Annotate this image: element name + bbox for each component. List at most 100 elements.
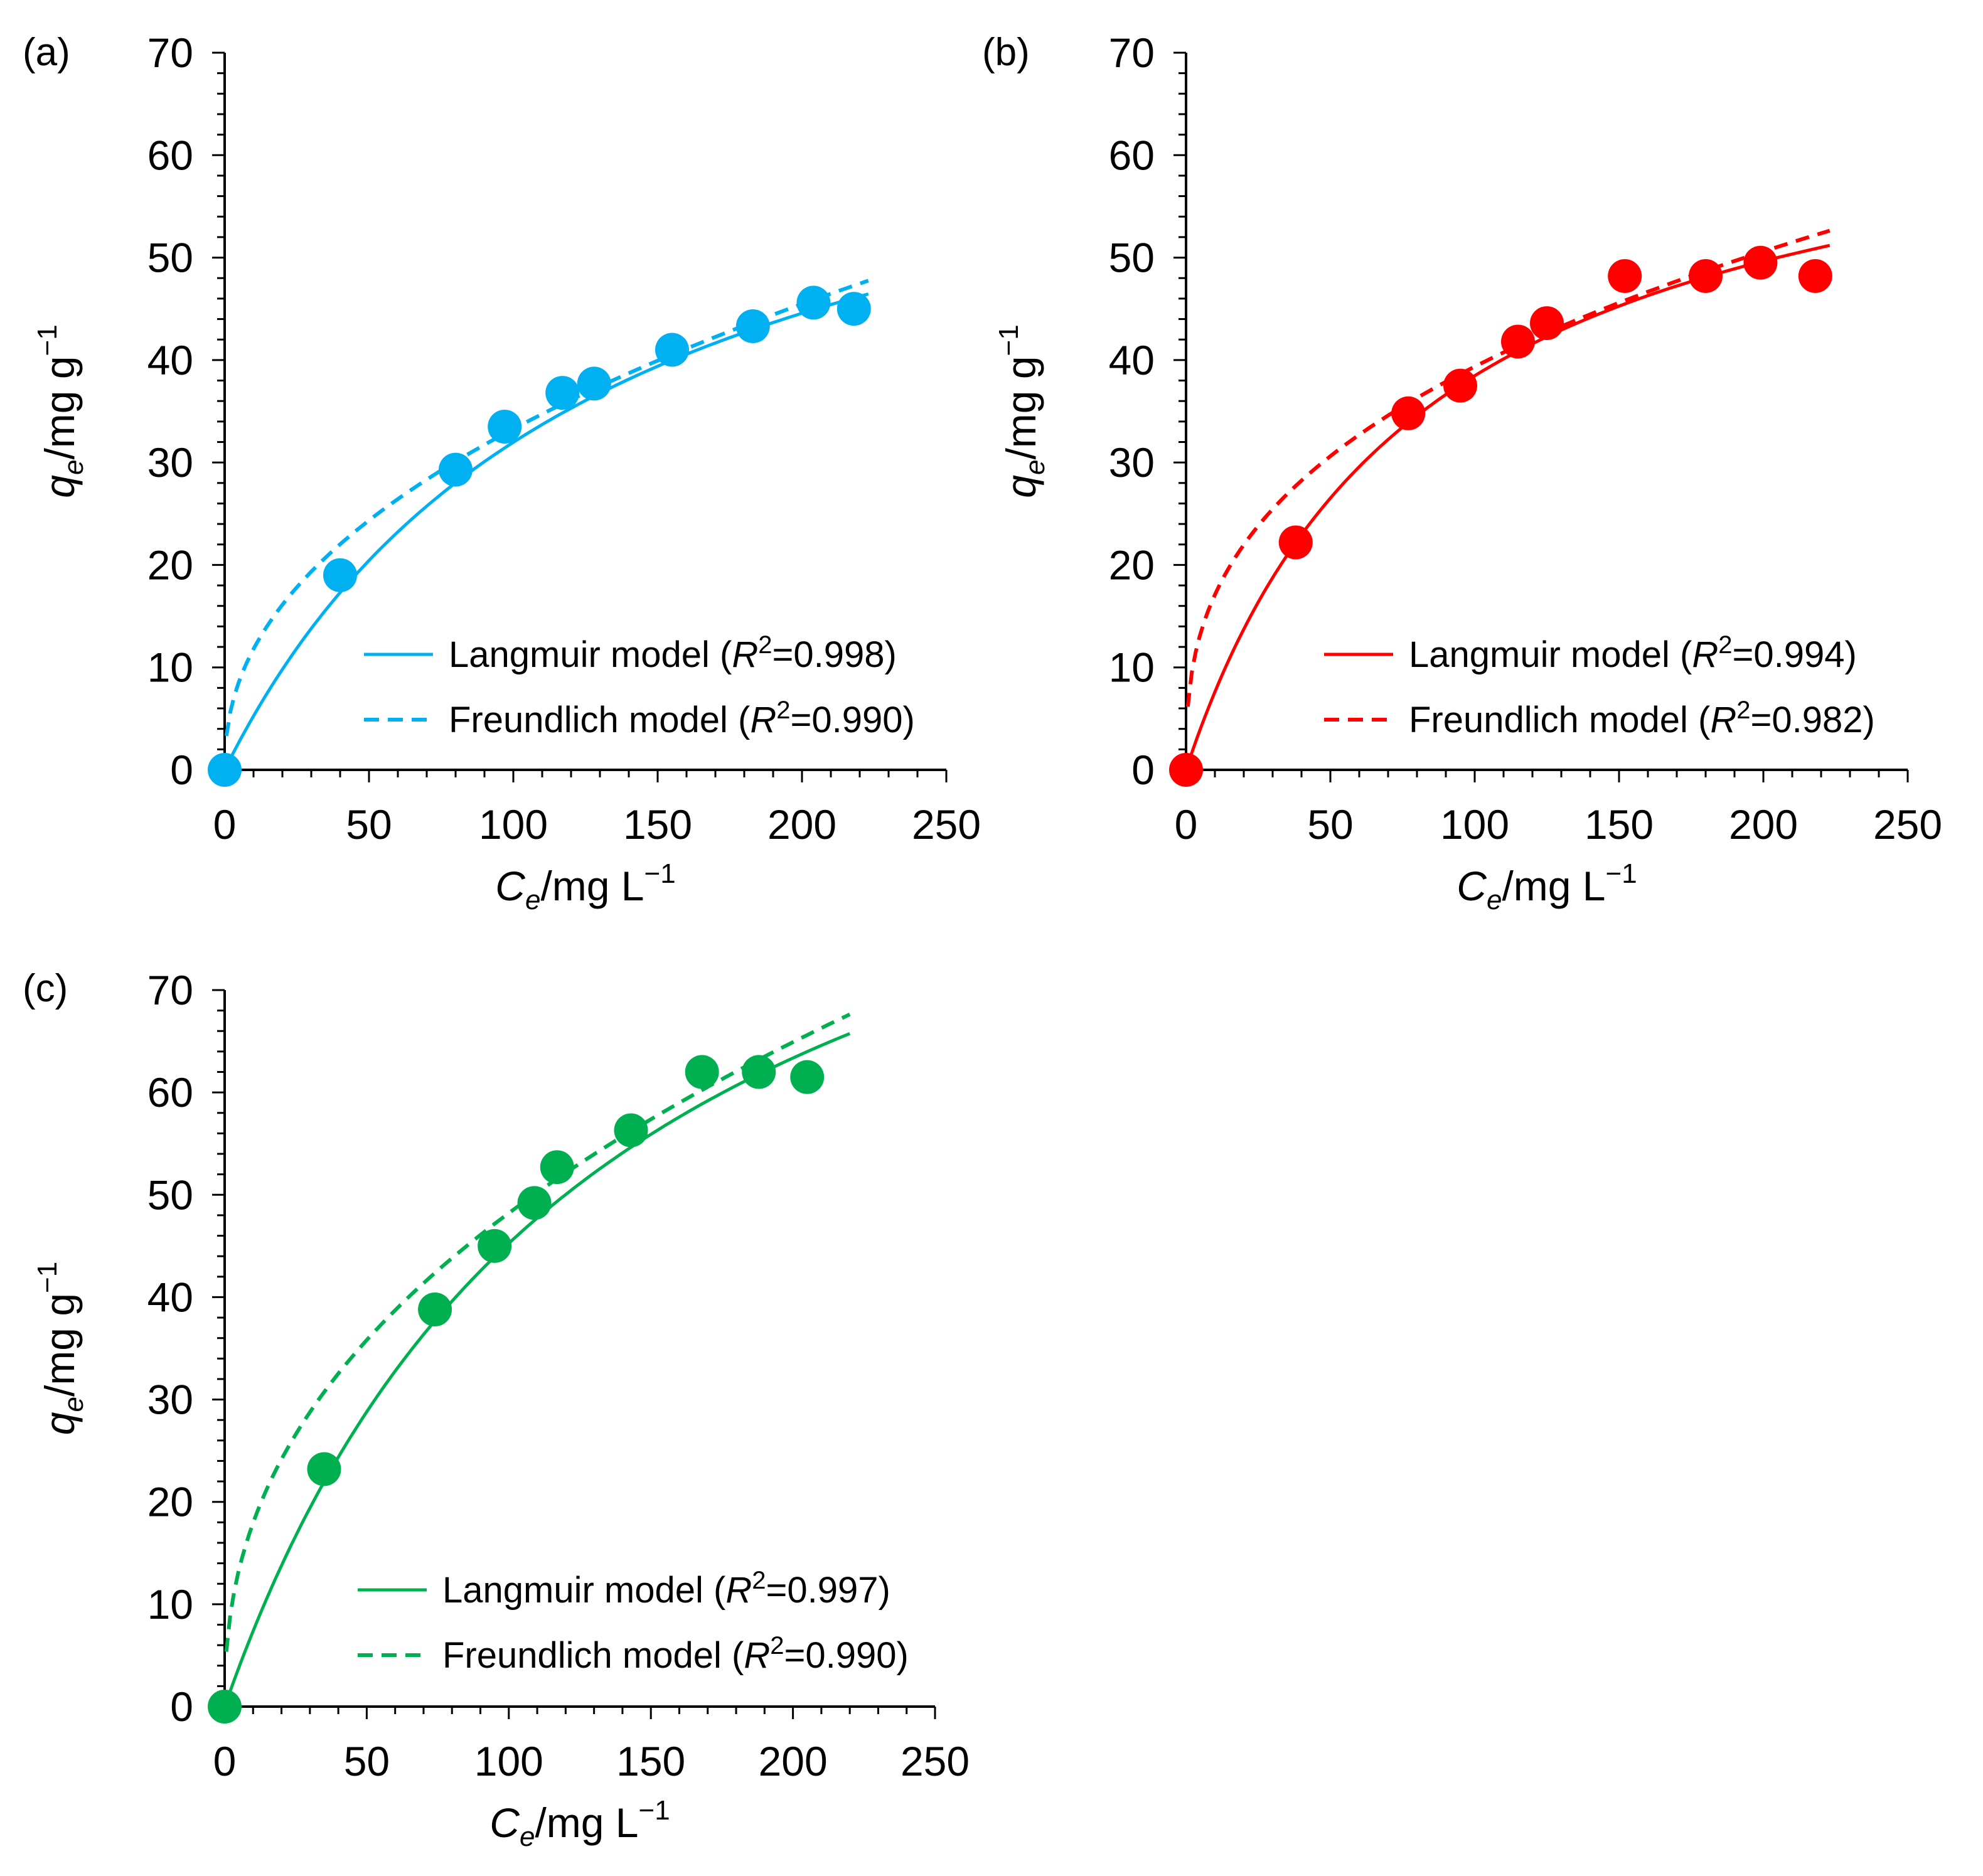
y-tick-label: 30 bbox=[1109, 439, 1155, 486]
x-tick-label: 150 bbox=[616, 1738, 685, 1784]
data-point bbox=[836, 292, 871, 326]
data-point bbox=[540, 1150, 574, 1185]
data-point bbox=[1608, 258, 1642, 293]
data-point bbox=[1391, 396, 1426, 430]
data-point bbox=[1443, 368, 1477, 403]
y-tick-label: 40 bbox=[147, 1274, 193, 1320]
legend-label-freundlich: Freundlich model (R2=0.990) bbox=[449, 696, 915, 740]
y-tick-label: 70 bbox=[147, 967, 193, 1013]
legend-label-text: Freundlich model ( bbox=[442, 1635, 744, 1676]
legend-r-superscript: 2 bbox=[758, 631, 772, 659]
data-point bbox=[1169, 753, 1203, 787]
data-point bbox=[1501, 324, 1535, 359]
legend-r-value: =0.990) bbox=[790, 700, 914, 740]
y-tick-label: 20 bbox=[147, 1479, 193, 1525]
y-tick-label: 50 bbox=[1109, 235, 1155, 281]
x-axis-title: Ce/mg L−1 bbox=[1457, 858, 1637, 915]
x-tick-label: 100 bbox=[479, 801, 548, 848]
x-tick-label: 200 bbox=[1729, 801, 1798, 848]
panel-label: (b) bbox=[982, 31, 1030, 74]
data-point bbox=[323, 558, 357, 592]
y-tick-label: 30 bbox=[147, 1377, 193, 1423]
legend-r-value: =0.994) bbox=[1732, 634, 1856, 675]
data-point bbox=[1278, 525, 1313, 560]
x-tick-label: 50 bbox=[1307, 801, 1353, 848]
chart-panel-3: (c) 0 10 20 30 40 50 60 70 0 50 100 150 200 250 Ce/mg L… bbox=[23, 967, 970, 1852]
legend-r-value: =0.990) bbox=[784, 1635, 908, 1676]
legend-label-text: Langmuir model ( bbox=[1409, 634, 1692, 675]
y-axis-superscript: −1 bbox=[32, 1262, 63, 1293]
x-tick-label: 50 bbox=[346, 801, 392, 848]
legend-label-freundlich: Freundlich model (R2=0.990) bbox=[442, 1632, 909, 1676]
x-axis-title: Ce/mg L−1 bbox=[495, 858, 675, 915]
data-point bbox=[478, 1228, 512, 1263]
x-axis-superscript: −1 bbox=[644, 858, 676, 889]
y-axis-symbol: q bbox=[36, 475, 83, 498]
y-axis-superscript: −1 bbox=[993, 324, 1024, 356]
legend-r-value: =0.982) bbox=[1750, 700, 1874, 740]
data-point bbox=[208, 753, 242, 787]
y-tick-label: 40 bbox=[147, 337, 193, 383]
legend-r-superscript: 2 bbox=[776, 696, 790, 724]
x-tick-label: 250 bbox=[912, 801, 981, 848]
data-point bbox=[208, 1690, 242, 1724]
legend-r-value: =0.997) bbox=[766, 1570, 890, 1611]
x-tick-label: 250 bbox=[1873, 801, 1942, 848]
legend-r-symbol: R bbox=[744, 1635, 770, 1676]
y-tick-label: 60 bbox=[147, 132, 193, 178]
y-axis-unit: /mg g bbox=[36, 356, 83, 459]
legend-r-symbol: R bbox=[725, 1570, 752, 1611]
y-axis-unit: /mg g bbox=[36, 1293, 83, 1397]
data-point bbox=[577, 366, 611, 401]
x-tick-label: 0 bbox=[213, 1738, 237, 1784]
y-axis-title: qe/mg g−1 bbox=[993, 324, 1050, 498]
panel-label: (a) bbox=[23, 31, 70, 74]
y-tick-label: 10 bbox=[147, 1581, 193, 1628]
x-axis-unit: /mg L bbox=[540, 863, 644, 909]
data-point bbox=[1743, 245, 1778, 280]
y-tick-label: 20 bbox=[1109, 541, 1155, 588]
x-tick-label: 100 bbox=[474, 1738, 543, 1784]
x-axis-superscript: −1 bbox=[1606, 858, 1637, 889]
x-tick-label: 250 bbox=[901, 1738, 970, 1784]
x-tick-label: 200 bbox=[759, 1738, 828, 1784]
freundlich-fit-curve bbox=[224, 1012, 851, 1652]
y-axis-symbol: q bbox=[36, 1412, 83, 1435]
legend-label-langmuir: Langmuir model (R2=0.998) bbox=[449, 631, 897, 675]
y-tick-label: 70 bbox=[1109, 29, 1155, 76]
x-tick-label: 150 bbox=[1585, 801, 1654, 848]
legend-r-symbol: R bbox=[750, 700, 776, 740]
langmuir-fit-curve bbox=[1184, 243, 1831, 770]
legend-label-langmuir: Langmuir model (R2=0.997) bbox=[442, 1567, 890, 1611]
data-point bbox=[517, 1186, 552, 1220]
legend-r-superscript: 2 bbox=[770, 1632, 784, 1660]
legend-label-text: Langmuir model ( bbox=[449, 634, 732, 675]
chart-panel-1: (a) 0 10 20 30 40 50 60 70 0 50 100 150 200 250 Ce/mg L… bbox=[23, 29, 981, 915]
x-axis-superscript: −1 bbox=[639, 1795, 670, 1826]
x-axis-title: Ce/mg L−1 bbox=[489, 1795, 670, 1852]
panel-label: (c) bbox=[23, 967, 68, 1010]
x-axis-subscript: e bbox=[525, 885, 540, 915]
y-tick-label: 50 bbox=[147, 235, 193, 281]
y-tick-label: 60 bbox=[147, 1069, 193, 1116]
legend-label-freundlich: Freundlich model (R2=0.982) bbox=[1409, 696, 1875, 740]
x-tick-label: 150 bbox=[623, 801, 692, 848]
data-point bbox=[1798, 258, 1832, 293]
legend-r-symbol: R bbox=[1710, 700, 1736, 740]
x-tick-label: 200 bbox=[767, 801, 836, 848]
x-axis-subscript: e bbox=[520, 1821, 535, 1852]
y-tick-label: 70 bbox=[147, 29, 193, 76]
data-point bbox=[655, 333, 689, 367]
y-axis-symbol: q bbox=[998, 475, 1044, 498]
data-point bbox=[488, 409, 522, 444]
y-tick-label: 40 bbox=[1109, 337, 1155, 383]
x-tick-label: 50 bbox=[344, 1738, 390, 1784]
data-point bbox=[545, 376, 580, 410]
x-axis-symbol: C bbox=[489, 1799, 520, 1846]
langmuir-fit-curve bbox=[223, 292, 869, 771]
y-axis-subscript: e bbox=[1020, 460, 1050, 475]
legend-label-text: Freundlich model ( bbox=[449, 700, 750, 740]
data-point bbox=[685, 1055, 719, 1089]
x-axis-unit: /mg L bbox=[1502, 863, 1605, 909]
